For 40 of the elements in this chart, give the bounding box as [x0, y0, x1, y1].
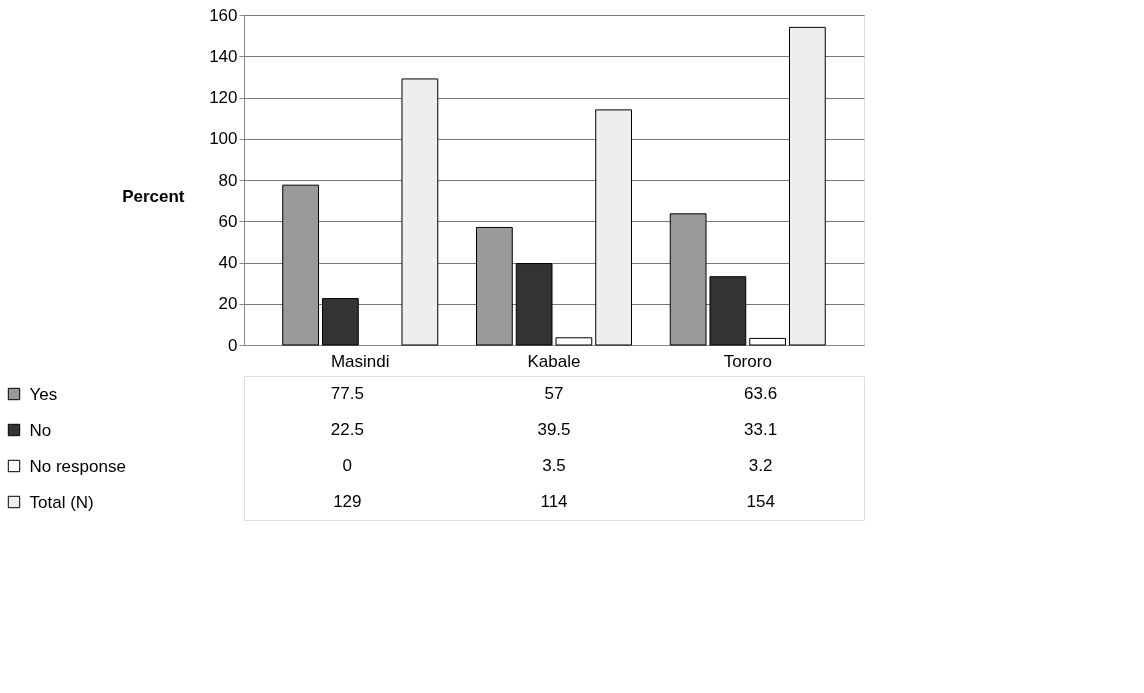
data-label: 3.2	[748, 456, 773, 475]
y-tick-label: 120	[209, 88, 238, 107]
y-tick-label: 0	[228, 335, 238, 355]
bar	[401, 78, 439, 346]
bar	[555, 337, 593, 346]
data-label: 129	[333, 492, 362, 511]
data-label: 77.5	[330, 384, 364, 403]
y-tick-label: 140	[209, 46, 238, 66]
y-tick-label: 40	[218, 253, 238, 272]
bar	[709, 276, 747, 346]
bar	[282, 184, 320, 346]
data-label: 3.5	[542, 456, 566, 475]
legend-label: No response	[29, 456, 126, 476]
legend-label: No	[29, 420, 52, 440]
x-tick-label: Masindi	[330, 351, 390, 371]
data-label: 39.5	[537, 420, 571, 439]
data-label: 33.1	[744, 420, 778, 439]
data-label: 0	[342, 456, 353, 475]
x-tick-label: Tororo	[723, 351, 772, 371]
y-axis-title: Percent	[122, 186, 185, 206]
data-label: 114	[540, 492, 568, 511]
bar	[749, 337, 787, 346]
bar	[595, 109, 632, 346]
y-tick-label: 80	[218, 170, 238, 190]
bar	[515, 263, 553, 346]
bar	[669, 213, 707, 346]
y-tick-label: 100	[209, 129, 238, 149]
x-tick-label: Kabale	[527, 351, 581, 371]
bar	[788, 26, 826, 346]
data-label: 57	[544, 384, 564, 403]
legend-label: Total (N)	[29, 492, 94, 512]
y-tick-label: 60	[218, 211, 238, 231]
bar	[476, 226, 513, 346]
data-label: 154	[746, 492, 775, 511]
y-tick-label: 160	[209, 5, 238, 25]
legend-label: Yes	[29, 384, 58, 404]
data-label: 63.6	[744, 384, 778, 403]
data-label: 22.5	[330, 420, 364, 439]
bar	[321, 298, 359, 346]
y-tick-label: 20	[218, 294, 238, 314]
